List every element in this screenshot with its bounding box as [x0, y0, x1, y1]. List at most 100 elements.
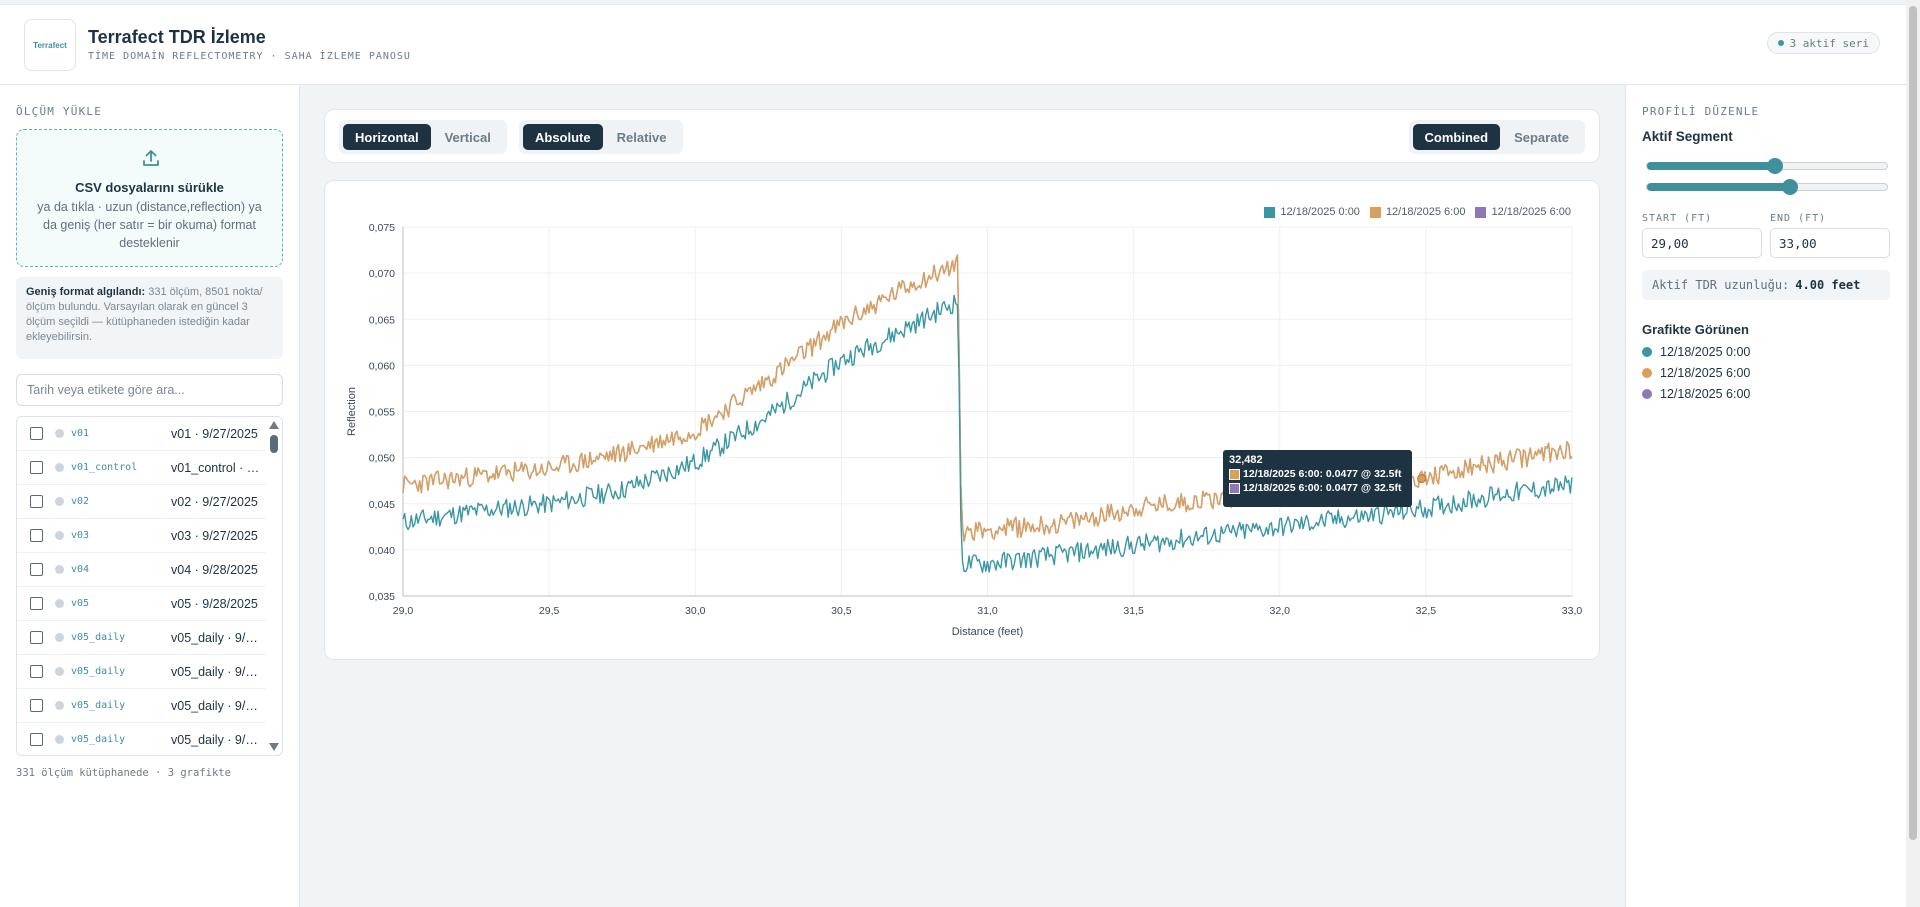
row-name: v05_daily · 9/28/2025: [171, 631, 263, 645]
visible-series-title: Grafikte Görünen: [1642, 322, 1749, 337]
start-ft-input[interactable]: [1642, 228, 1762, 258]
segment-start-slider[interactable]: [1646, 162, 1888, 170]
tooltip-swatch: [1229, 469, 1240, 480]
visible-series-label: 12/18/2025 0:00: [1660, 345, 1750, 359]
scroll-thumb[interactable]: [270, 435, 278, 453]
left-sidebar: ÖLÇÜM YÜKLE CSV dosyalarını sürükle ya d…: [0, 85, 300, 907]
csv-dropzone[interactable]: CSV dosyalarını sürükle ya da tıkla · uz…: [16, 129, 283, 267]
row-tag: v05_daily: [71, 666, 125, 677]
status-dot-icon: [55, 565, 64, 574]
absolute-button[interactable]: Absolute: [523, 124, 603, 150]
vertical-button[interactable]: Vertical: [433, 124, 503, 150]
row-checkbox[interactable]: [30, 461, 43, 474]
scroll-up-icon[interactable]: [269, 421, 279, 429]
visible-series-label: 12/18/2025 6:00: [1660, 366, 1750, 380]
y-tick-label: 0,035: [369, 591, 395, 603]
horizontal-button[interactable]: Horizontal: [343, 124, 431, 150]
status-dot-icon: [55, 599, 64, 608]
row-name: v01 · 9/27/2025: [171, 427, 263, 441]
row-checkbox[interactable]: [30, 699, 43, 712]
y-tick-label: 0,065: [369, 314, 395, 326]
series-dot-icon: [1642, 368, 1652, 378]
length-value: 4.00 feet: [1795, 278, 1860, 292]
page-scrollbar[interactable]: [1906, 0, 1920, 907]
active-segment-title: Aktif Segment: [1642, 129, 1733, 144]
end-field-label: END (FT): [1770, 213, 1826, 224]
start-field-label: START (FT): [1642, 213, 1712, 224]
status-dot-icon: [55, 667, 64, 676]
app-subtitle: TİME DOMAİN REFLECTOMETRY · SAHA İZLEME …: [88, 51, 411, 62]
list-item[interactable]: v01_control v01_control · 9/27/2025: [17, 451, 267, 485]
list-item[interactable]: v05_daily v05_daily · 9/28/2025: [17, 655, 267, 689]
tooltip-row: 12/18/2025 6:00: 0.0477 @ 32.5ft: [1229, 468, 1406, 480]
dropzone-description: ya da tıkla · uzun (distance,reflection)…: [31, 198, 268, 252]
separate-button[interactable]: Separate: [1502, 124, 1581, 150]
tooltip-row: 12/18/2025 6:00: 0.0477 @ 32.5ft: [1229, 482, 1406, 494]
row-checkbox[interactable]: [30, 597, 43, 610]
upload-icon: [141, 148, 161, 168]
end-ft-input[interactable]: [1770, 228, 1890, 258]
library-search-input[interactable]: [16, 374, 283, 406]
row-name: v05 · 9/28/2025: [171, 597, 263, 611]
list-item[interactable]: v05_daily v05_daily · 9/28/2025: [17, 621, 267, 655]
status-dot-icon: [55, 633, 64, 642]
row-name: v03 · 9/27/2025: [171, 529, 263, 543]
app-logo: Terrafect: [24, 19, 76, 71]
row-tag: v05_daily: [71, 700, 125, 711]
y-tick-label: 0,075: [369, 222, 395, 234]
status-dot-icon: [55, 531, 64, 540]
row-name: v01_control · 9/27/2025: [171, 461, 263, 475]
list-item[interactable]: v05_daily v05_daily · 9/28/2025: [17, 689, 267, 723]
tooltip-row-label: 12/18/2025 6:00: 0.0477 @ 32.5ft: [1243, 468, 1402, 480]
list-item[interactable]: v01 v01 · 9/27/2025: [17, 417, 267, 451]
combined-button[interactable]: Combined: [1413, 124, 1501, 150]
row-checkbox[interactable]: [30, 733, 43, 746]
list-item[interactable]: v02 v02 · 9/27/2025: [17, 485, 267, 519]
list-item[interactable]: v05_daily v05_daily · 9/28/2025: [17, 723, 267, 756]
status-dot-icon: [55, 701, 64, 710]
tooltip-swatch: [1229, 483, 1240, 494]
length-label: Aktif TDR uzunluğu:: [1652, 278, 1789, 292]
upload-section-label: ÖLÇÜM YÜKLE: [16, 105, 102, 118]
slider-thumb[interactable]: [1767, 158, 1783, 174]
row-tag: v03: [71, 530, 89, 541]
badge-label: 3 aktif seri: [1790, 37, 1869, 50]
right-sidebar: PROFİLİ DÜZENLE Aktif Segment START (FT)…: [1625, 85, 1906, 907]
profile-section-label: PROFİLİ DÜZENLE: [1642, 105, 1759, 118]
row-tag: v04: [71, 564, 89, 575]
active-series-badge: 3 aktif seri: [1767, 32, 1880, 54]
chart-toolbar: Horizontal Vertical Absolute Relative Co…: [324, 109, 1600, 163]
row-tag: v01_control: [71, 462, 137, 473]
dropzone-title: CSV dosyalarını sürükle: [17, 180, 282, 195]
row-tag: v05: [71, 598, 89, 609]
active-length-box: Aktif TDR uzunluğu: 4.00 feet: [1642, 270, 1890, 300]
list-item[interactable]: v03 v03 · 9/27/2025: [17, 519, 267, 553]
reflection-chart[interactable]: 29,0 29,5 30,0 30,5 31,0 31,5 32,0 32,5 33,0 0,07…: [325, 181, 1601, 661]
row-checkbox[interactable]: [30, 665, 43, 678]
row-checkbox[interactable]: [30, 495, 43, 508]
relative-button[interactable]: Relative: [605, 124, 679, 150]
list-item[interactable]: v05 v05 · 9/28/2025: [17, 587, 267, 621]
x-tick-label: 33,0: [1562, 605, 1583, 617]
scroll-down-icon[interactable]: [269, 743, 279, 751]
row-tag: v05_daily: [71, 632, 125, 643]
slider-thumb[interactable]: [1782, 179, 1798, 195]
hover-point: [1418, 475, 1426, 483]
list-scrollbar[interactable]: [266, 417, 282, 755]
y-tick-label: 0,060: [369, 360, 395, 372]
y-tick-label: 0,070: [369, 268, 395, 280]
tooltip-row-label: 12/18/2025 6:00: 0.0477 @ 32.5ft: [1243, 482, 1402, 494]
status-dot-icon: [55, 463, 64, 472]
row-checkbox[interactable]: [30, 427, 43, 440]
row-checkbox[interactable]: [30, 563, 43, 576]
row-checkbox[interactable]: [30, 631, 43, 644]
row-checkbox[interactable]: [30, 529, 43, 542]
segment-end-slider[interactable]: [1646, 183, 1888, 191]
list-item[interactable]: v04 v04 · 9/28/2025: [17, 553, 267, 587]
y-axis-label: Reflection: [346, 387, 358, 436]
app-title: Terrafect TDR İzleme: [88, 27, 266, 48]
visible-series-label: 12/18/2025 6:00: [1660, 387, 1750, 401]
visible-series-item: 12/18/2025 6:00: [1642, 387, 1750, 401]
page-scroll-thumb[interactable]: [1909, 6, 1917, 840]
x-tick-label: 32,0: [1270, 605, 1291, 617]
